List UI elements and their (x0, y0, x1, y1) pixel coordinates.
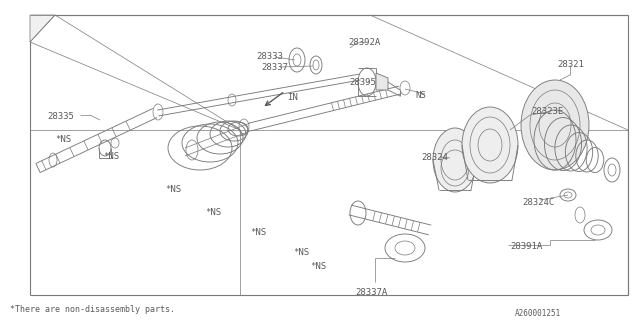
Text: 28333: 28333 (256, 52, 283, 61)
Text: *NS: *NS (103, 152, 119, 161)
Text: 28395: 28395 (349, 78, 376, 87)
Text: A260001251: A260001251 (515, 309, 561, 318)
Text: *NS: *NS (250, 228, 266, 237)
Polygon shape (376, 73, 388, 90)
Text: *NS: *NS (310, 262, 326, 271)
Text: 28335: 28335 (47, 112, 74, 121)
Text: *NS: *NS (293, 248, 309, 257)
Text: 28324: 28324 (421, 153, 448, 162)
Polygon shape (30, 15, 55, 42)
Text: NS: NS (415, 91, 426, 100)
Ellipse shape (433, 128, 477, 192)
Text: 28392A: 28392A (348, 38, 380, 47)
Text: *NS: *NS (205, 208, 221, 217)
Text: 28321: 28321 (557, 60, 584, 69)
Ellipse shape (521, 80, 589, 170)
Text: *NS: *NS (165, 185, 181, 194)
Text: 28323E: 28323E (531, 107, 563, 116)
Text: IN: IN (287, 93, 298, 102)
Text: 28337A: 28337A (355, 288, 387, 297)
Text: *NS: *NS (55, 135, 71, 144)
Text: *There are non-disassembly parts.: *There are non-disassembly parts. (10, 305, 175, 314)
Text: 28337: 28337 (261, 63, 288, 72)
Ellipse shape (462, 107, 518, 183)
Text: 28391A: 28391A (510, 242, 542, 251)
Text: 28324C: 28324C (522, 198, 554, 207)
